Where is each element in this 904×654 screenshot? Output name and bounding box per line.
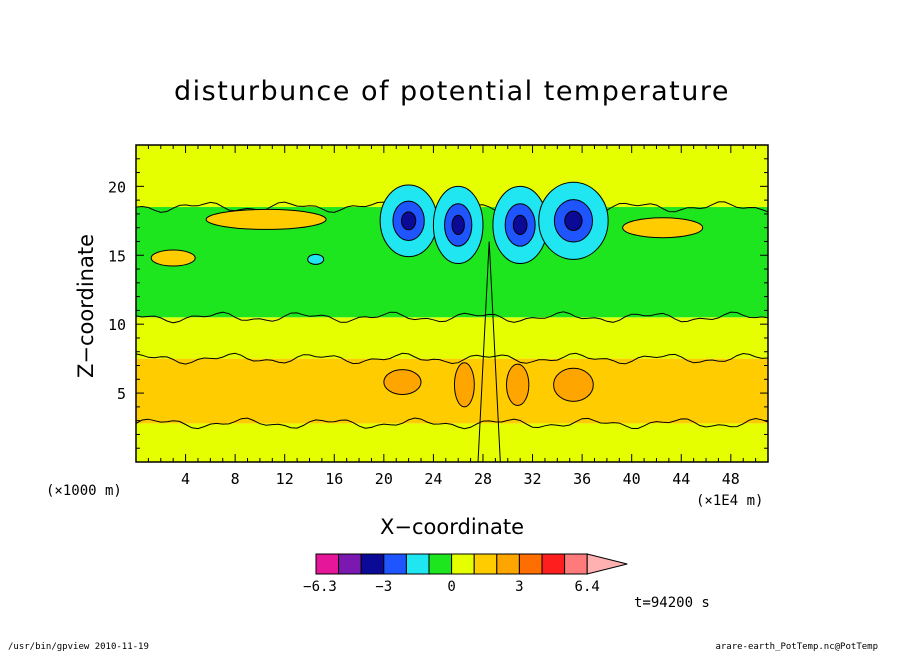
x-tick-label: 44 [672,470,690,488]
x-tick-label: 36 [573,470,591,488]
warm-anomaly [453,362,475,408]
colorbar-cell [518,553,543,575]
colorbar-cell [428,553,453,575]
colorbar-cell [564,553,588,575]
colorbar-cell [451,553,475,575]
cold-anomaly-center [564,210,583,231]
colorbar-cell [338,553,362,575]
cold-anomaly-center [512,214,528,236]
y-tick-label: 10 [108,316,126,334]
colorbar-label: 6.4 [575,579,600,595]
colorbar-cell [473,553,498,575]
warm-anomaly [506,363,530,406]
warm-anomaly [383,369,422,395]
x-tick-label: 12 [276,470,294,488]
y-axis-label: Z−coordinate [74,234,98,378]
cold-anomaly-center [401,211,417,231]
colorbar-cell [405,553,430,575]
warm-anomaly [150,249,196,267]
colorbar-cell [360,553,385,575]
cold-anomaly [307,253,325,265]
x-tick-label: 4 [181,470,190,488]
x-axis-label: X−coordinate [380,515,524,539]
x-unit-label-left: (×1000 m) [46,483,122,499]
x-unit-label-right: (×1E4 m) [696,493,764,509]
footer-right: arare-earth_PotTemp.nc@PotTemp [715,642,878,652]
x-tick-label: 28 [474,470,492,488]
time-label: t=94200 s [634,595,710,611]
colorbar-cell [496,553,520,575]
contour-line [135,311,769,324]
warm-anomaly [622,217,704,239]
cold-anomaly-center [451,214,465,236]
colorbar-label: −3 [375,579,392,595]
colorbar-label: 3 [515,579,523,595]
band-2 [136,317,768,359]
colorbar-cell [383,553,407,575]
colorbar-cell [541,553,566,575]
warm-anomaly [553,367,594,402]
contour-line [135,417,769,430]
warm-anomaly [205,208,327,230]
y-tick-label: 15 [108,247,126,265]
x-tick-label: 16 [325,470,343,488]
x-tick-label: 8 [231,470,240,488]
y-tick-label: 5 [117,385,126,403]
chart-title: disturbunce of potential temperature [174,76,730,107]
x-tick-label: 48 [722,470,740,488]
footer-left: /usr/bin/gpview 2010-11-19 [8,642,149,652]
x-tick-label: 32 [524,470,542,488]
band-0 [136,423,768,462]
colorbar-cell [315,553,340,575]
band-1 [136,358,768,424]
x-tick-label: 40 [623,470,641,488]
x-tick-label: 20 [375,470,393,488]
colorbar-label: 0 [447,579,455,595]
plot-frame [135,144,769,463]
x-tick-label: 24 [424,470,442,488]
colorbar-arrow [586,553,628,575]
colorbar-label: −6.3 [303,579,337,595]
contour-line [135,352,769,365]
y-tick-label: 20 [108,178,126,196]
